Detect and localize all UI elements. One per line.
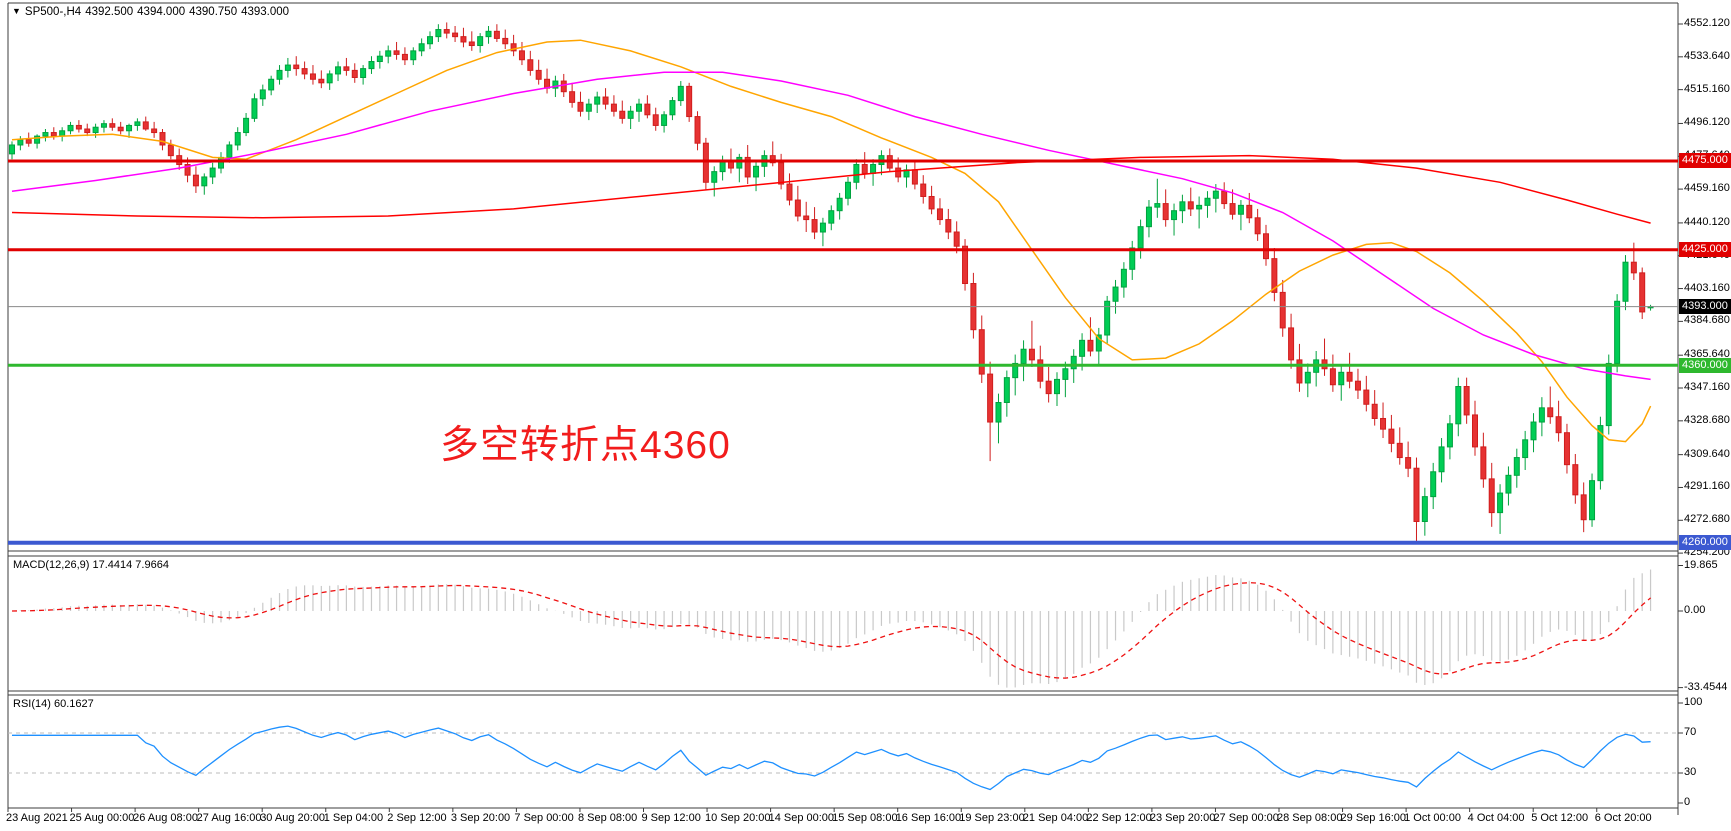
- time-tick-label[interactable]: 1 Sep 04:00: [323, 812, 384, 824]
- time-tick-label[interactable]: 4 Oct 04:00: [1467, 812, 1525, 824]
- annotation-text[interactable]: 多空转折点4360: [440, 424, 731, 467]
- time-tick-label[interactable]: 29 Sep 16:00: [1340, 812, 1406, 824]
- rsi-panel-label: RSI(14) 60.1627: [13, 698, 94, 710]
- price-tick-label: 4384.680: [1684, 314, 1730, 327]
- price-tick-label: 4533.640: [1684, 49, 1730, 62]
- ohlc-open: 4392.500: [85, 6, 134, 18]
- rsi-tick-label: 70: [1684, 726, 1697, 738]
- time-tick-label[interactable]: 23 Sep 20:00: [1149, 812, 1216, 824]
- time-tick-label[interactable]: 2 Sep 12:00: [387, 812, 447, 824]
- time-tick-label[interactable]: 7 Sep 00:00: [514, 812, 574, 824]
- ma-mid-magenta: [11, 71, 1651, 381]
- price-tick-label: 4515.160: [1684, 82, 1730, 95]
- macd-histogram: [19, 569, 1652, 688]
- ohlc-close: 4393.000: [241, 6, 290, 18]
- time-tick-label[interactable]: 6 Oct 20:00: [1594, 812, 1652, 824]
- time-tick-label[interactable]: 10 Sep 20:00: [705, 812, 771, 824]
- time-tick-label[interactable]: 27 Aug 16:00: [196, 812, 262, 824]
- chevron-down-icon[interactable]: ▼: [12, 6, 21, 16]
- ohlc-low: 4390.750: [189, 6, 238, 18]
- price-tick-label: 4328.680: [1684, 413, 1730, 426]
- price-badge-4360.000: 4360.000: [1679, 357, 1731, 373]
- macd-signal-line: [11, 582, 1652, 679]
- price-tick-label: 4309.640: [1684, 447, 1730, 460]
- rsi-tick-label: 0: [1684, 796, 1691, 808]
- time-tick-label[interactable]: 9 Sep 12:00: [641, 812, 701, 824]
- price-tick-label: 4347.160: [1684, 381, 1730, 393]
- price-tick-label: 4552.120: [1684, 17, 1730, 29]
- time-tick-label[interactable]: 15 Sep 08:00: [832, 812, 898, 824]
- macd-tick-label: 19.865: [1684, 558, 1718, 571]
- price-tick-label: 4272.680: [1684, 513, 1730, 526]
- price-tick-label: 4365.640: [1684, 348, 1730, 361]
- time-tick-label[interactable]: 25 Aug 00:00: [69, 812, 135, 824]
- time-tick-label[interactable]: 21 Sep 04:00: [1022, 812, 1089, 824]
- price-badge-4393.000: 4393.000: [1679, 299, 1731, 315]
- time-tick-label[interactable]: 30 Aug 20:00: [260, 812, 326, 824]
- macd-tick-label: 0.00: [1684, 604, 1706, 616]
- price-tick-label: 4496.120: [1684, 116, 1730, 129]
- rsi-line: [12, 725, 1651, 791]
- rsi-tick-label: 30: [1684, 766, 1697, 778]
- time-tick-label[interactable]: 23 Aug 2021: [6, 812, 68, 824]
- time-tick-label[interactable]: 1 Oct 00:00: [1404, 812, 1461, 824]
- time-tick-label[interactable]: 19 Sep 23:00: [959, 812, 1025, 824]
- time-tick-label[interactable]: 28 Sep 08:00: [1277, 812, 1343, 824]
- price-tick-label: 4291.160: [1684, 480, 1730, 493]
- price-badge-4260.000: 4260.000: [1679, 535, 1731, 551]
- symbol-info-bar: ▼ SP500-,H4 4392.500 4394.000 4390.750 4393.0…: [12, 6, 293, 18]
- price-tick-label: 4403.160: [1684, 281, 1730, 294]
- symbol-name: SP500-,H4: [24, 6, 82, 18]
- ma-slow-red: [11, 154, 1651, 224]
- price-badge-4475.000: 4475.000: [1679, 153, 1731, 169]
- time-tick-label[interactable]: 27 Sep 00:00: [1213, 812, 1279, 824]
- price-tick-label: 4459.160: [1684, 182, 1730, 195]
- rsi-tick-label: 100: [1684, 696, 1703, 708]
- macd-panel-label: MACD(12,26,9) 17.4414 7.9664: [13, 559, 169, 571]
- price-tick-label: 4440.120: [1684, 215, 1730, 228]
- time-tick-label[interactable]: 16 Sep 16:00: [895, 812, 962, 824]
- macd-tick-label: -33.4544: [1684, 680, 1728, 693]
- time-tick-label[interactable]: 14 Sep 00:00: [768, 812, 835, 824]
- ma-fast-orange: [11, 39, 1652, 443]
- time-tick-label[interactable]: 26 Aug 08:00: [133, 812, 198, 824]
- time-tick-label[interactable]: 5 Oct 12:00: [1531, 812, 1589, 824]
- price-badge-4425.000: 4425.000: [1679, 242, 1731, 258]
- ohlc-high: 4394.000: [137, 6, 186, 18]
- time-tick-label[interactable]: 22 Sep 12:00: [1086, 812, 1152, 824]
- time-tick-label[interactable]: 3 Sep 20:00: [450, 812, 511, 824]
- time-tick-label[interactable]: 8 Sep 08:00: [577, 812, 638, 824]
- candles-layer: [9, 22, 1654, 543]
